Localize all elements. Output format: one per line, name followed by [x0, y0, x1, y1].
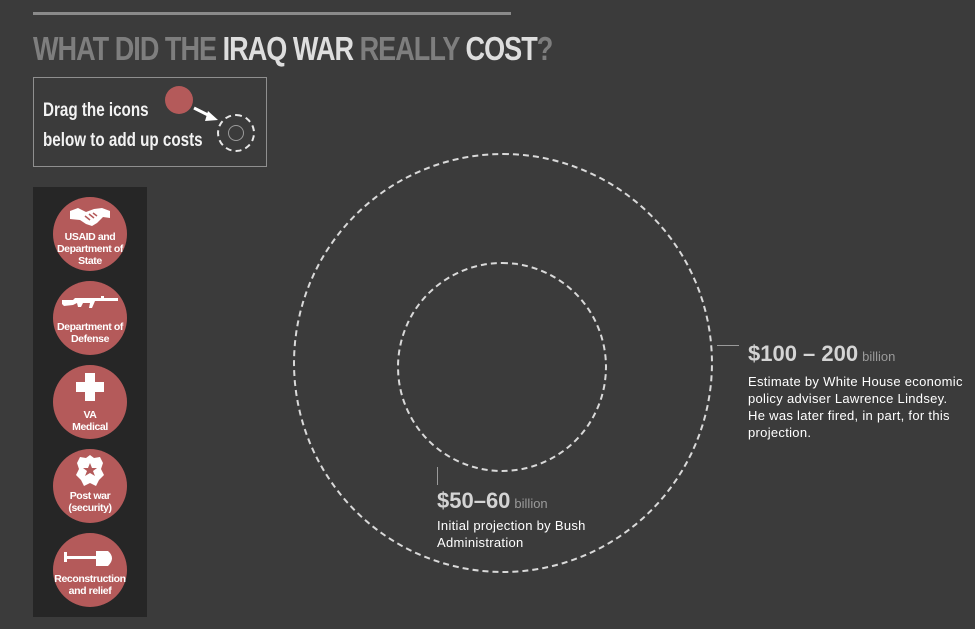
usaid-state-label-3: State: [78, 255, 102, 267]
rifle-icon: [62, 296, 118, 308]
reconstruction-label-2: and relief: [68, 585, 112, 597]
arrow-icon: [193, 106, 218, 121]
title-part1: WHAT DID THE: [33, 30, 223, 67]
usaid-state-label-1: USAID and: [64, 231, 116, 243]
post-war-label-1: Post war: [69, 490, 111, 502]
reconstruction-label-1: Reconstruction: [54, 573, 126, 585]
defense-label-1: Department of: [57, 321, 123, 333]
va-medical-label-1: VA: [83, 409, 97, 421]
title-part3: REALLY: [353, 30, 466, 67]
instructions-line2: below to add up costs: [43, 130, 203, 151]
large-estimate-unit: billion: [862, 349, 896, 364]
small-estimate-leader: [437, 467, 438, 485]
post-war-label-2: (security): [68, 502, 112, 514]
post-war-security-cost-icon[interactable]: Post war (security): [53, 449, 127, 523]
instructions-text: Drag the icons below to add up costs: [43, 96, 203, 156]
small-estimate-annotation: $50–60 billion Initial projection by Bush…: [437, 488, 637, 551]
reconstruction-label: Reconstruction and relief: [53, 573, 127, 597]
large-estimate-description: Estimate by White House economic policy …: [748, 374, 963, 440]
handshake-icon: [70, 208, 110, 226]
usaid-state-label: USAID and Department of State: [53, 231, 127, 267]
small-estimate-ring[interactable]: [397, 262, 607, 472]
shovel-icon: [64, 551, 112, 566]
title-part5: ?: [536, 30, 554, 67]
defense-label: Department of Defense: [53, 321, 127, 345]
instructions-line1: Drag the icons: [43, 100, 149, 121]
icon-palette: USAID and Department of State Department…: [33, 187, 147, 617]
small-estimate-description: Initial projection by Bush Administratio…: [437, 518, 586, 550]
police-badge-icon: [76, 455, 104, 486]
reconstruction-cost-icon[interactable]: Reconstruction and relief: [53, 533, 127, 607]
page-title: WHAT DID THE IRAQ WAR REALLY COST?: [33, 30, 554, 68]
usaid-state-cost-icon[interactable]: USAID and Department of State: [53, 197, 127, 271]
usaid-state-label-2: Department of: [57, 243, 123, 255]
title-part2: IRAQ WAR: [222, 30, 354, 67]
small-estimate-amount: $50–60: [437, 488, 511, 513]
va-medical-label: VA Medical: [53, 409, 127, 433]
large-estimate-amount: $100 – 200: [748, 341, 859, 366]
va-medical-label-2: Medical: [72, 421, 108, 433]
medical-cross-icon: [76, 373, 104, 401]
title-part4: COST: [465, 30, 538, 67]
demo-dot-icon: [165, 86, 193, 114]
post-war-label: Post war (security): [53, 490, 127, 514]
top-rule: [33, 12, 511, 15]
instructions-box: Drag the icons below to add up costs: [33, 77, 267, 167]
defense-label-2: Defense: [70, 333, 110, 345]
defense-cost-icon[interactable]: Department of Defense: [53, 281, 127, 355]
small-estimate-unit: billion: [514, 496, 548, 511]
large-estimate-leader: [717, 345, 739, 346]
large-estimate-ring[interactable]: [293, 153, 713, 573]
va-medical-cost-icon[interactable]: VA Medical: [53, 365, 127, 439]
drop-target-icon: [217, 114, 255, 152]
large-estimate-annotation: $100 – 200 billion Estimate by White Hous…: [748, 341, 963, 441]
